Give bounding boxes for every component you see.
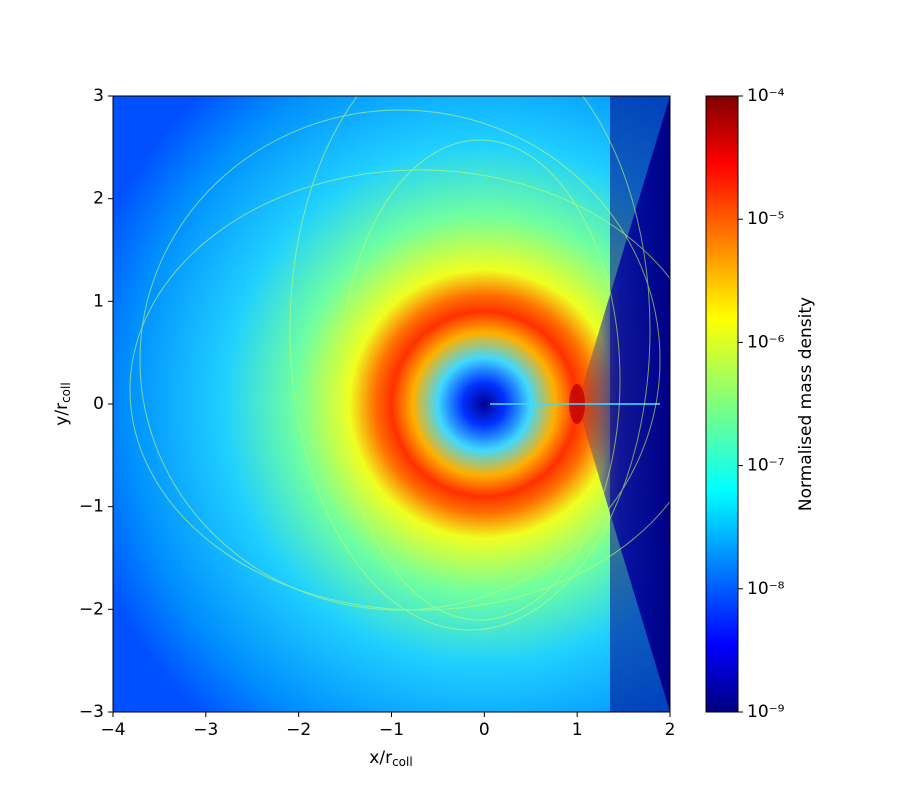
y-tick-label: −1	[79, 497, 104, 517]
y-tick-label: 0	[93, 394, 104, 414]
x-tick-label: 2	[665, 720, 676, 740]
colorbar	[705, 95, 739, 713]
x-tick-label: −2	[286, 720, 311, 740]
y-tick-label: −3	[79, 702, 104, 722]
x-tick-label: −1	[379, 720, 404, 740]
x-tick-label: −3	[193, 720, 218, 740]
y-tick-label: 2	[93, 189, 104, 209]
y-tick-label: 3	[93, 86, 104, 106]
y-tick-label: −2	[79, 599, 104, 619]
x-tick-label: 0	[479, 720, 490, 740]
y-tick-label: 1	[93, 291, 104, 311]
colorbar-tick-label: 10⁻⁶	[747, 332, 785, 352]
colorbar-tick-label: 10⁻⁴	[747, 86, 785, 106]
x-tick-label: −4	[100, 720, 125, 740]
colorbar-tick-label: 10⁻⁸	[747, 579, 785, 599]
y-axis-label: y/rcoll	[52, 382, 73, 425]
x-axis-label: x/rcoll	[369, 748, 412, 769]
x-tick-label: 1	[572, 720, 583, 740]
colorbar-tick-label: 10⁻⁷	[747, 456, 785, 476]
colorbar-label: Normalised mass density	[796, 297, 816, 511]
density-map	[113, 96, 670, 712]
colorbar-tick-label: 10⁻⁵	[747, 209, 784, 229]
colorbar-tick-label: 10⁻⁹	[747, 702, 785, 722]
